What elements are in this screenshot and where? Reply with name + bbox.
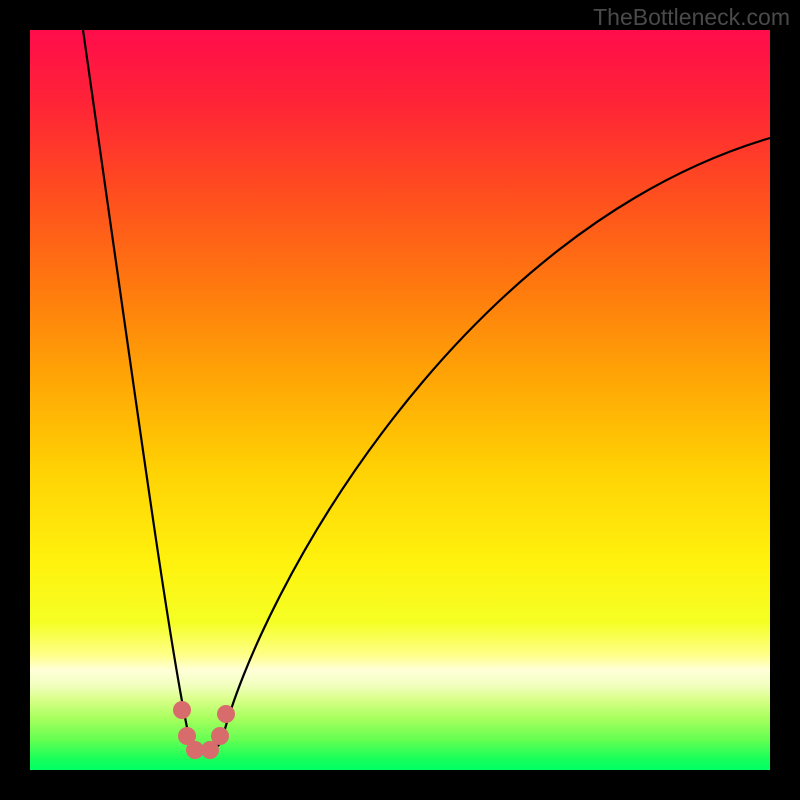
curve-marker [211,727,229,745]
curve-marker [173,701,191,719]
watermark-text: TheBottleneck.com [593,4,790,31]
chart-outer-frame: TheBottleneck.com [0,0,800,800]
bottleneck-curve [30,30,770,770]
curve-marker [217,705,235,723]
plot-area [30,30,770,770]
